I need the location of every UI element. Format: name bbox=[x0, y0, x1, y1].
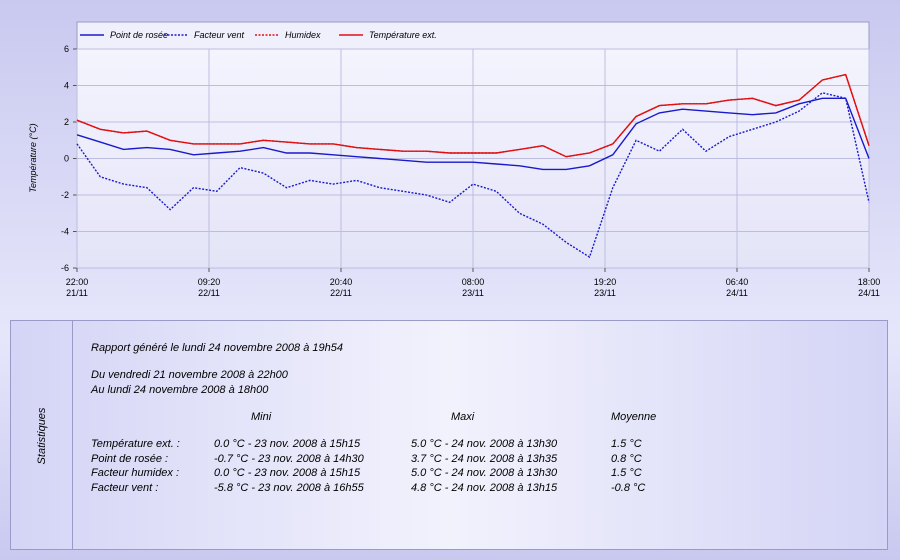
legend-label: Point de rosée bbox=[110, 30, 168, 40]
stat-value: -0.8 °C bbox=[611, 481, 646, 494]
series-line bbox=[76, 92, 870, 259]
y-tick-label: 6 bbox=[64, 44, 69, 54]
report: Rapport généré le lundi 24 novembre 2008… bbox=[91, 342, 343, 354]
column-header: Mini bbox=[251, 411, 272, 423]
legend-label: Température ext. bbox=[369, 30, 437, 40]
stat-value: -5.8 °C - 23 nov. 2008 à 16h55 bbox=[214, 481, 364, 494]
series-line bbox=[76, 73, 870, 158]
stat-value: 3.7 °C - 24 nov. 2008 à 13h35 bbox=[411, 452, 558, 465]
column-header: Maxi bbox=[451, 411, 475, 423]
stat-value: 1.5 °C bbox=[611, 438, 642, 450]
column-header: Moyenne bbox=[611, 411, 657, 423]
y-tick-label: 4 bbox=[64, 81, 69, 91]
x-tick-label: 22:00 21/11 bbox=[66, 277, 89, 298]
stat-value: 4.8 °C - 24 nov. 2008 à 13h15 bbox=[411, 481, 558, 494]
side-label: Statistiques bbox=[36, 407, 48, 465]
x-tick-label: 19:20 23/11 bbox=[594, 277, 617, 298]
y-tick-label: -4 bbox=[61, 227, 69, 237]
period-from: Du vendredi 21 novembre 2008 à 22h00 bbox=[91, 369, 288, 381]
y-tick-label: -6 bbox=[61, 263, 69, 273]
stats-side: Statistiques bbox=[11, 321, 73, 549]
y-tick-label: 2 bbox=[64, 117, 69, 127]
chart: Température (°C) -6 -4 -2 0 2 4 6 22:00 21/11 09:… bbox=[28, 21, 881, 298]
y-tick-label: -2 bbox=[61, 190, 69, 200]
series-line bbox=[76, 97, 870, 171]
row-label: Température ext. : bbox=[91, 438, 180, 450]
stats-panel: Statistiques Rapport généré le lundi 24 … bbox=[10, 320, 888, 550]
stat-value: 1.5 °C bbox=[611, 467, 642, 479]
row-label: Facteur vent : bbox=[91, 481, 159, 494]
legend-box bbox=[76, 21, 870, 50]
x-tick-label: 09:20 22/11 bbox=[198, 277, 221, 298]
stat-value: -0.7 °C - 23 nov. 2008 à 14h30 bbox=[214, 452, 364, 465]
row-label: Facteur humidex : bbox=[91, 467, 180, 479]
stat-value: 5.0 °C - 24 nov. 2008 à 13h30 bbox=[411, 467, 558, 479]
x-tick-label: 08:00 23/11 bbox=[462, 277, 485, 298]
period-to: Au lundi 24 novembre 2008 à 18h00 bbox=[91, 384, 269, 396]
x-tick-label: 06:40 24/11 bbox=[726, 277, 749, 298]
y-tick-label: 0 bbox=[64, 154, 69, 164]
x-tick-label: 20:40 22/11 bbox=[330, 277, 353, 298]
row-label: Point de rosée : bbox=[91, 452, 169, 465]
stat-value: 0.8 °C bbox=[611, 452, 642, 465]
legend-label: Humidex bbox=[285, 30, 321, 40]
stat-value: 0.0 °C - 23 nov. 2008 à 15h15 bbox=[214, 438, 361, 450]
x-tick-label: 18:00 24/11 bbox=[858, 277, 881, 298]
legend-label: Facteur vent bbox=[194, 30, 245, 40]
stat-value: 5.0 °C - 24 nov. 2008 à 13h30 bbox=[411, 438, 558, 450]
stat-value: 0.0 °C - 23 nov. 2008 à 15h15 bbox=[214, 467, 361, 479]
y-axis-label: Température (°C) bbox=[28, 123, 38, 192]
